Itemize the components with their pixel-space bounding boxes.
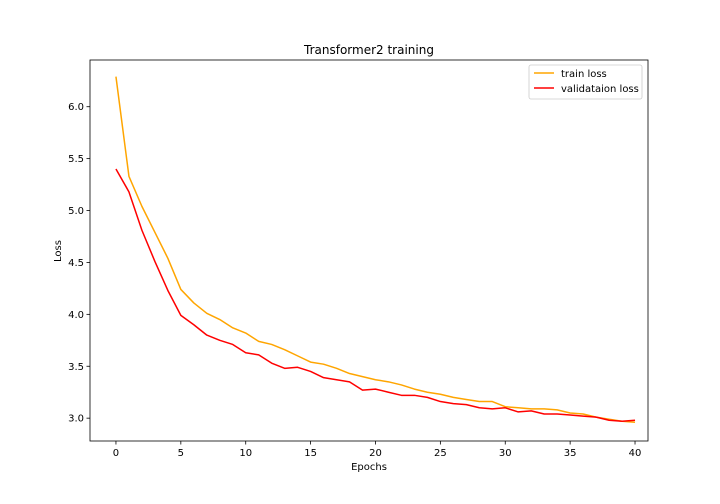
y-tick-label: 5.0 [68, 206, 84, 217]
plot-lines [115, 76, 636, 424]
x-tick-label: 25 [434, 448, 447, 459]
series-line-validataion-loss [115, 168, 636, 423]
series-line-train-loss [115, 76, 636, 424]
x-tick-label: 15 [304, 448, 317, 459]
chart-title: Transformer2 training [303, 43, 434, 57]
x-axis-label: Epochs [351, 462, 387, 473]
x-tick-label: 30 [499, 448, 512, 459]
y-tick-label: 4.5 [68, 258, 84, 269]
axes-frame [89, 59, 649, 442]
x-tick-label: 40 [629, 448, 642, 459]
x-tick-label: 35 [564, 448, 577, 459]
axis-ticks: 0 5 10 15 20 25 30 35 40 3.0 3.5 4.0 4.5 5.0 5.5 6.0 [68, 102, 641, 459]
x-tick-label: 10 [239, 448, 252, 459]
y-tick-label: 3.5 [68, 362, 84, 373]
y-tick-label: 5.5 [68, 154, 84, 165]
legend-box [528, 64, 643, 100]
legend-label-validation-loss: validataion loss [561, 84, 639, 95]
y-axis-label: Loss [53, 240, 64, 262]
x-tick-label: 5 [178, 448, 184, 459]
y-tick-label: 6.0 [68, 102, 84, 113]
legend: train loss validataion loss [528, 64, 643, 100]
y-tick-label: 4.0 [68, 310, 84, 321]
y-tick-label: 3.0 [68, 414, 84, 425]
x-tick-label: 20 [369, 448, 382, 459]
x-tick-label: 0 [113, 448, 119, 459]
legend-label-train-loss: train loss [561, 69, 607, 80]
